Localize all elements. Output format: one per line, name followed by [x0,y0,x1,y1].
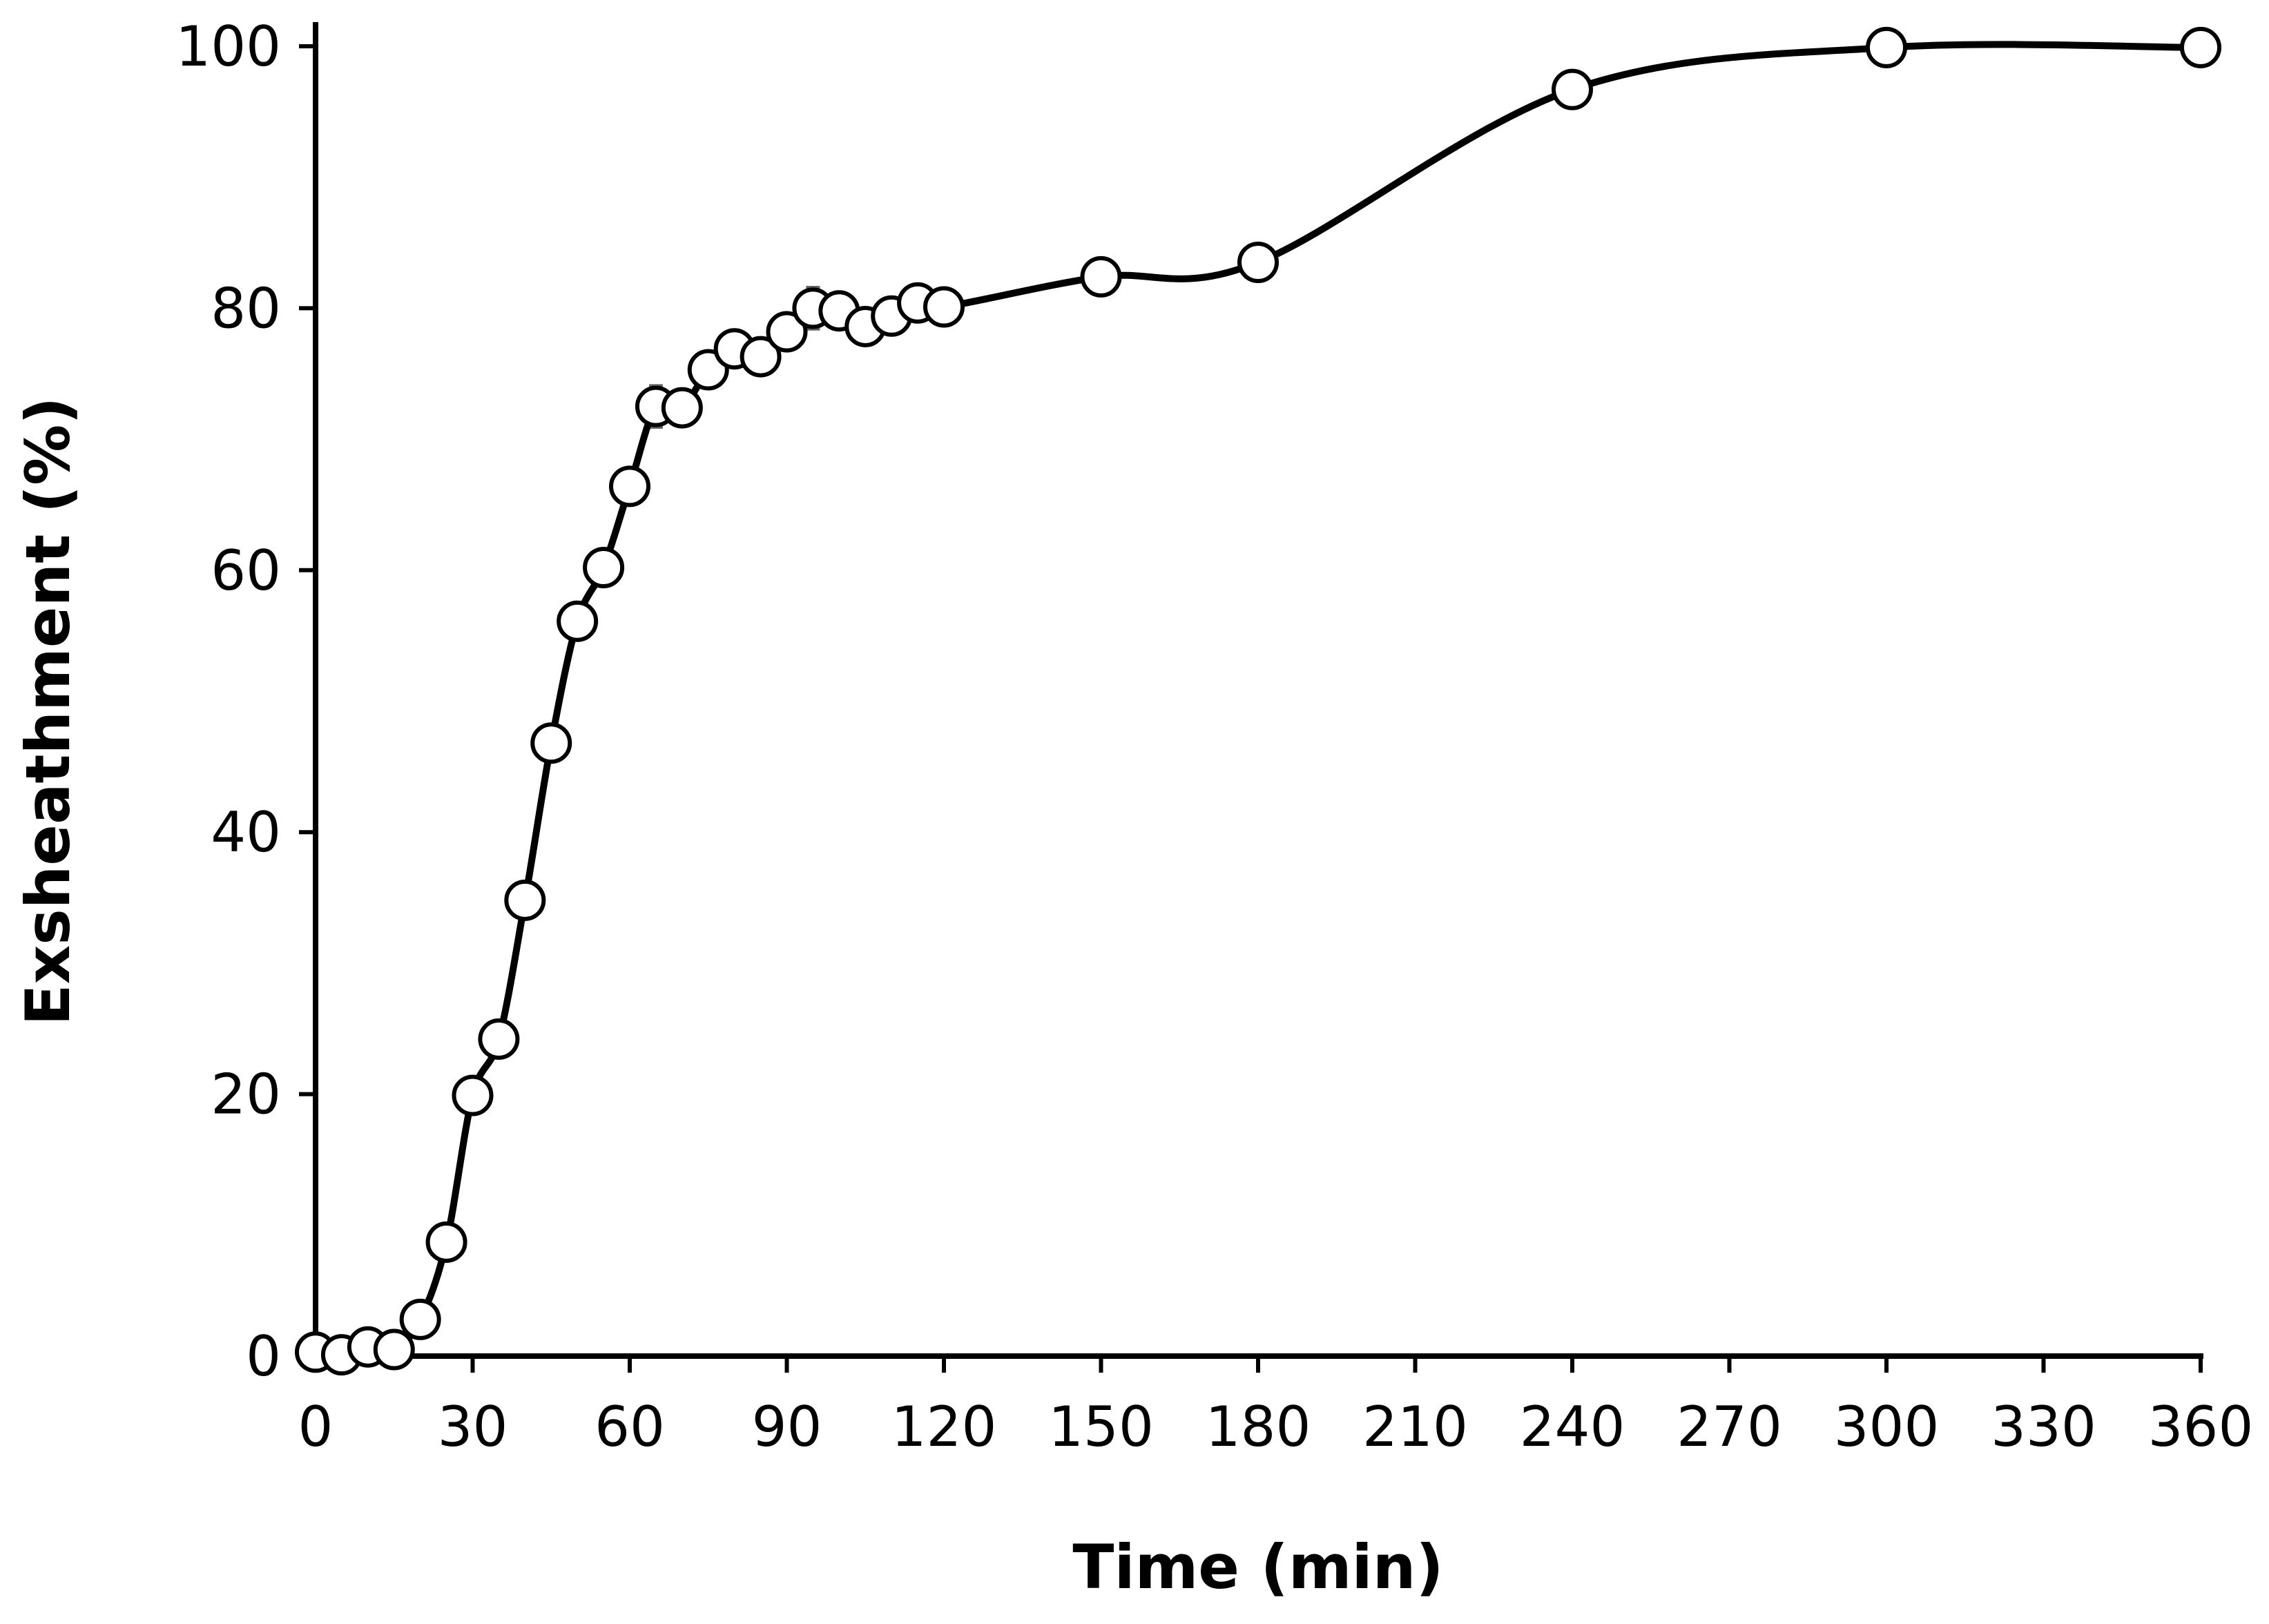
data-point [478,1018,520,1060]
y-tick-label: 20 [211,1063,281,1127]
data-markers [295,26,2221,1376]
series-line [312,41,2204,1359]
data-point [530,722,572,764]
data-point [1866,26,1907,68]
data-point [1552,68,1593,110]
y-tick-label: 40 [211,800,281,864]
data-point [452,1074,494,1116]
x-tick-label: 0 [298,1395,334,1459]
data-point [609,465,650,508]
data-point [504,879,546,921]
data-point [766,311,808,353]
x-tick-label: 60 [595,1395,665,1459]
x-tick-label: 180 [1206,1395,1311,1459]
data-point [373,1328,415,1371]
x-tick-label: 210 [1362,1395,1468,1459]
data-point [923,286,965,328]
x-axis-title: Time (min) [1072,1531,1443,1603]
x-tick-label: 150 [1048,1395,1154,1459]
x-tick-label: 300 [1834,1395,1940,1459]
axes [313,22,2203,1359]
x-tick-label: 120 [891,1395,997,1459]
y-tick-label: 60 [211,539,281,603]
data-point [1080,255,1122,298]
data-point [583,547,625,589]
x-tick-label: 90 [752,1395,822,1459]
y-tick-label: 100 [175,14,281,79]
data-point [399,1298,441,1340]
y-axis-title: Exsheathment (%) [12,396,84,1025]
series-curve [312,41,2204,1359]
data-point [425,1221,467,1263]
x-tick-label: 240 [1520,1395,1625,1459]
data-point [661,387,703,429]
x-tick-label: 360 [2148,1395,2254,1459]
data-point [740,336,782,378]
data-point [557,600,599,642]
y-tick-label: 80 [211,276,281,340]
x-tick-label: 270 [1677,1395,1782,1459]
y-tick-label: 0 [246,1324,281,1389]
x-tick-label: 330 [1991,1395,2096,1459]
x-tick-label: 30 [438,1395,508,1459]
data-point [1237,242,1279,284]
data-point [2180,26,2221,68]
ticks: 0 20 40 60 80 100 0 30 60 90 120 150 180 210 240 270 300… [175,14,2253,1459]
